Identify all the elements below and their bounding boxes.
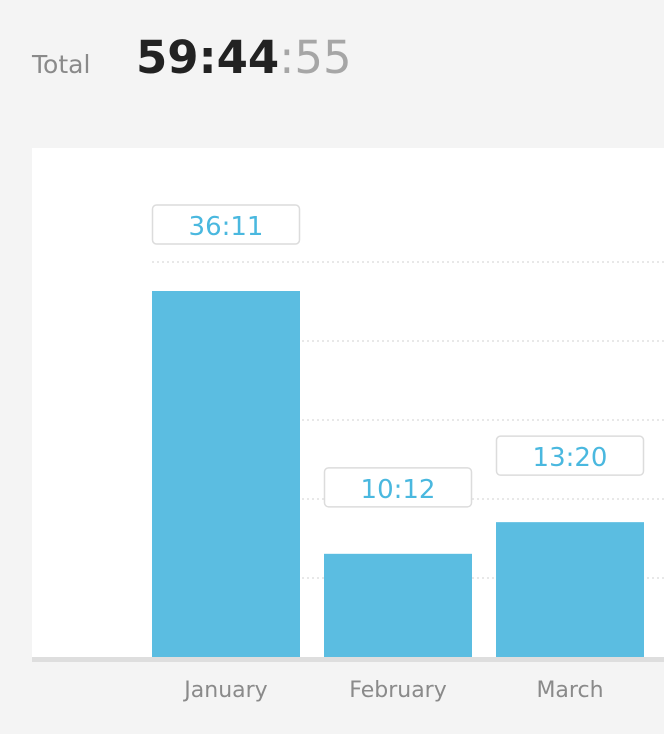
bar-january[interactable] [152,291,300,657]
total-seconds: :55 [279,31,351,84]
bar-march[interactable] [496,522,644,657]
total-hours-minutes: 59:44 [136,31,279,84]
bar-chart: 36:11 10:12 13:20 [32,148,664,657]
value-label: 13:20 [533,443,608,473]
bar-february[interactable] [324,554,472,657]
category-label: February [324,678,472,703]
category-label: January [152,678,300,703]
value-label: 10:12 [361,475,436,505]
value-label: 36:11 [189,212,264,242]
chart-panel: 36:11 10:12 13:20 [32,148,664,662]
total-value: 59:44:55 [136,30,352,86]
category-label: March [496,678,644,703]
total-label: Total [32,50,90,79]
